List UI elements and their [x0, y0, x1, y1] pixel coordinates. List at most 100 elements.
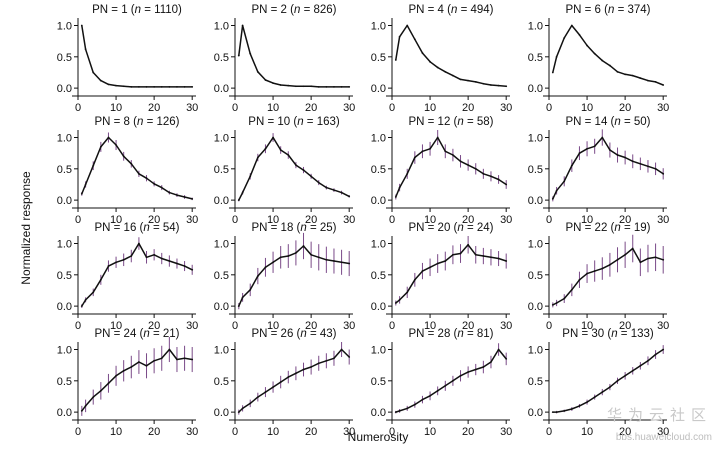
data-point: [497, 84, 500, 87]
response-curve: [238, 24, 350, 88]
watermark: 华为云社区 bbs.huaweicloud.com: [607, 407, 712, 443]
y-tick-label: 1.0: [214, 21, 229, 33]
x-tick-label: 0: [389, 426, 395, 438]
response-curve: [395, 136, 507, 198]
data-point: [609, 149, 611, 151]
panel-title: PN = 16 (n = 54): [94, 222, 179, 234]
data-point: [183, 265, 186, 267]
x-tick-label: 20: [619, 102, 631, 114]
panel-title-n: n: [457, 222, 463, 234]
data-point: [593, 270, 596, 272]
data-point: [333, 357, 335, 360]
x-tick-label: 20: [462, 102, 474, 114]
y-tick-label: 0.0: [57, 83, 72, 95]
panel-title-prefix: PN = 10 (: [248, 116, 297, 128]
data-point: [444, 150, 447, 153]
data-point: [84, 48, 87, 51]
data-point: [624, 253, 627, 256]
data-point: [183, 357, 186, 360]
y-tick-label: 0.0: [214, 301, 229, 313]
x-tick-label: 0: [546, 426, 552, 438]
data-point: [145, 85, 148, 88]
x-tick-label: 10: [424, 320, 436, 332]
data-point: [593, 145, 596, 148]
data-point: [406, 172, 409, 175]
data-point: [176, 85, 178, 88]
y-tick-label: 0.0: [214, 407, 229, 419]
data-point: [601, 136, 604, 139]
panel-title-prefix: PN = 18 (: [251, 222, 300, 234]
data-point: [176, 262, 178, 265]
panel-title-n: n: [294, 4, 300, 16]
data-point: [333, 260, 335, 262]
data-point: [333, 189, 335, 192]
panel-title-prefix: PN = 12 (: [408, 116, 457, 128]
panel-title-suffix: = 24): [464, 222, 494, 234]
data-point: [444, 260, 447, 262]
data-point: [84, 298, 87, 301]
panel-title-prefix: PN = 1 (: [92, 4, 135, 16]
y-tick-label: 1.0: [371, 345, 386, 357]
x-tick-label: 20: [462, 214, 474, 226]
data-point: [99, 278, 102, 281]
data-point: [107, 136, 110, 139]
data-point: [153, 253, 156, 256]
data-point: [302, 245, 305, 247]
data-point: [249, 402, 252, 405]
y-tick-label: 0.0: [371, 195, 386, 207]
data-point: [130, 366, 133, 368]
data-point: [586, 272, 588, 275]
data-point: [482, 82, 485, 85]
data-point: [570, 288, 573, 291]
panel-14: PN = 26 (n = 43) 0.0 0.5 1.0 0 10 20 30: [214, 328, 356, 438]
data-point: [497, 257, 500, 260]
panel-title-prefix: PN = 20 (: [408, 222, 457, 234]
data-point: [138, 85, 140, 88]
data-point: [325, 186, 328, 189]
data-point: [130, 85, 133, 88]
data-point: [249, 288, 252, 291]
y-tick-label: 0.5: [528, 270, 543, 282]
y-tick-label: 0.0: [371, 407, 386, 419]
panel-title-suffix: = 25): [307, 222, 337, 234]
data-point: [421, 150, 424, 153]
data-point: [138, 361, 140, 363]
data-point: [264, 79, 267, 81]
data-point: [325, 359, 328, 362]
data-point: [482, 255, 485, 257]
y-tick-label: 1.0: [214, 239, 229, 251]
data-point: [413, 278, 416, 281]
y-tick-label: 0.5: [57, 376, 72, 388]
y-tick-label: 0.5: [57, 52, 72, 64]
x-tick-label: 30: [500, 102, 512, 114]
y-tick-label: 0.5: [371, 52, 386, 64]
data-point: [578, 152, 581, 155]
x-tick-label: 0: [389, 214, 395, 226]
data-point: [459, 252, 462, 255]
data-point: [452, 154, 454, 156]
data-point: [662, 172, 665, 175]
data-point: [398, 409, 401, 412]
y-tick-label: 0.0: [214, 83, 229, 95]
data-point: [662, 348, 665, 351]
data-point: [325, 85, 328, 88]
y-tick-label: 0.5: [57, 270, 72, 282]
data-point: [168, 191, 171, 194]
y-tick-label: 0.5: [371, 376, 386, 388]
data-point: [413, 156, 416, 159]
data-point: [436, 136, 439, 139]
data-point: [138, 172, 140, 175]
data-point: [302, 368, 305, 371]
data-point: [256, 70, 259, 73]
data-point: [310, 175, 313, 178]
panel-title-prefix: PN = 8 (: [94, 116, 137, 128]
data-point: [593, 396, 596, 398]
data-point: [107, 382, 110, 385]
response-curve: [81, 348, 193, 412]
data-point: [295, 372, 297, 375]
data-point: [459, 374, 462, 377]
x-tick-label: 30: [500, 214, 512, 226]
x-tick-label: 10: [581, 214, 593, 226]
y-tick-label: 1.0: [528, 345, 543, 357]
